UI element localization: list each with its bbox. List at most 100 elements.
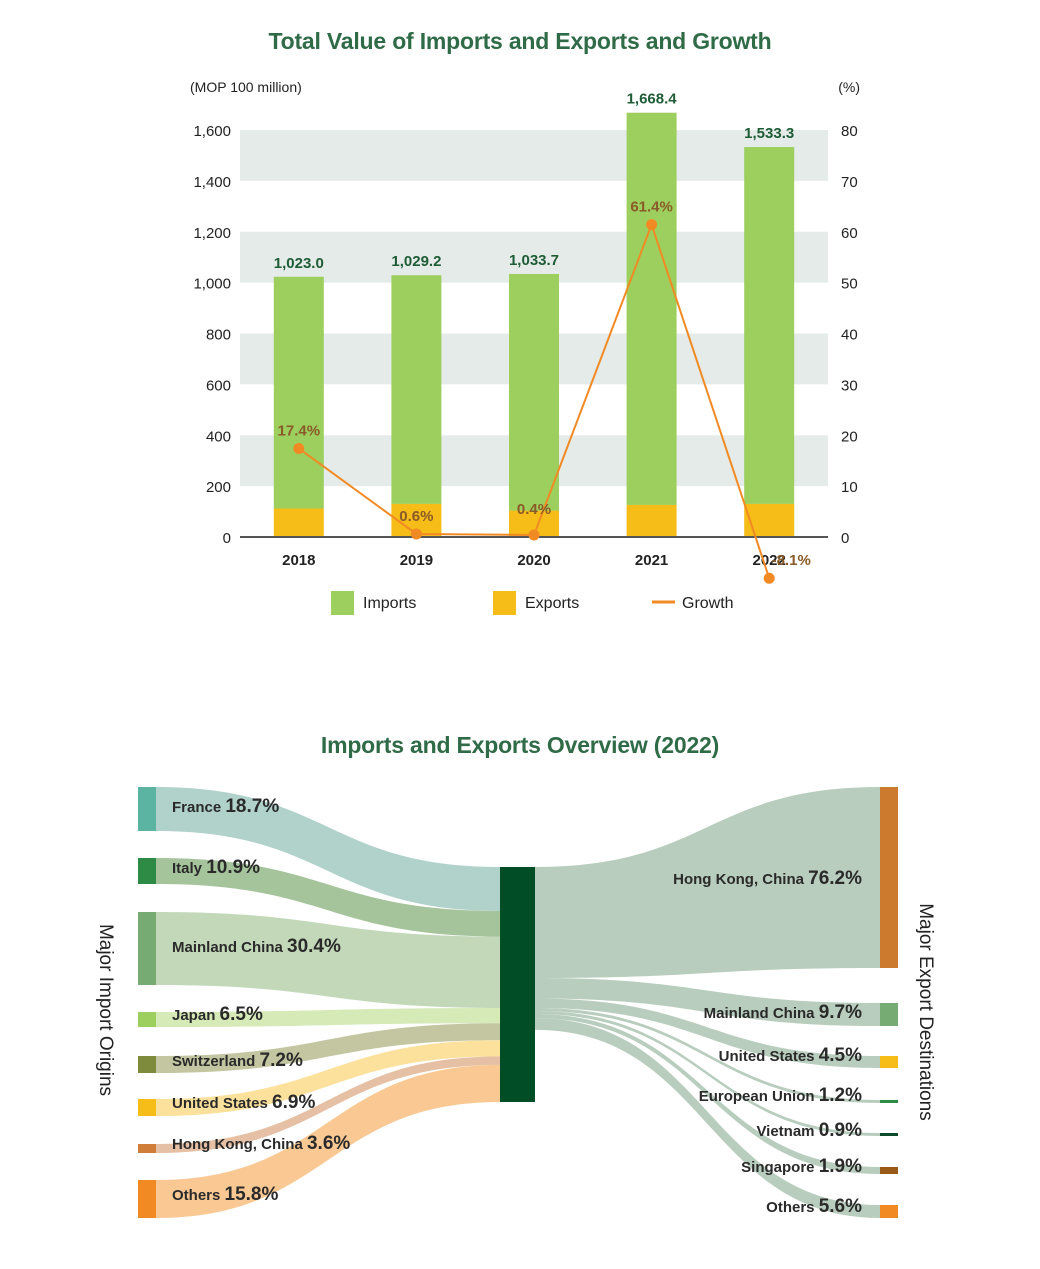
growth-point — [528, 529, 540, 541]
y-tick-left: 200 — [206, 479, 231, 496]
y-tick-right: 50 — [841, 276, 858, 293]
y-tick-right: 20 — [841, 428, 858, 445]
export-label: Singapore 1.9% — [741, 1156, 862, 1177]
legend-swatch-imports — [331, 591, 354, 615]
legend-label-imports: Imports — [363, 595, 416, 612]
center-node — [500, 867, 535, 1102]
growth-point — [763, 572, 775, 584]
export-node — [880, 1133, 898, 1136]
export-node — [880, 1167, 898, 1174]
import-node — [138, 1056, 156, 1073]
growth-point — [410, 528, 422, 540]
bar-imports — [391, 275, 442, 504]
export-flow — [535, 787, 880, 979]
y-tick-right: 80 — [841, 123, 858, 140]
growth-label: 61.4% — [630, 199, 673, 216]
export-label: Hong Kong, China 76.2% — [673, 868, 862, 889]
y-tick-left: 600 — [206, 377, 231, 394]
bar-total-label: 1,033.7 — [509, 252, 559, 269]
import-flow — [156, 1008, 500, 1027]
bar-imports — [626, 112, 677, 505]
import-flow — [156, 912, 500, 1008]
export-node — [880, 1100, 898, 1103]
export-label: United States 4.5% — [719, 1045, 862, 1066]
y-tick-right: 40 — [841, 327, 858, 344]
import-label: Italy 10.9% — [172, 857, 260, 878]
export-destinations-axis-label: Major Export Destinations — [915, 903, 936, 1121]
import-node — [138, 787, 156, 831]
y-tick-right: 60 — [841, 225, 858, 242]
y-tick-right: 70 — [841, 174, 858, 191]
y-tick-right: 30 — [841, 377, 858, 394]
import-flow — [156, 787, 500, 911]
export-flow — [535, 978, 880, 1026]
y-axis-label-right: (%) — [838, 79, 860, 95]
growth-label: -8.1% — [772, 552, 811, 569]
import-label: Others 15.8% — [172, 1184, 278, 1205]
import-label: Mainland China 30.4% — [172, 936, 341, 957]
import-flow — [156, 858, 500, 937]
export-node — [880, 1056, 898, 1068]
export-flow — [535, 998, 880, 1068]
export-flow — [535, 1018, 880, 1218]
export-label: European Union 1.2% — [699, 1085, 862, 1106]
bar-line-chart: 0 200 400 600 800 1,000 1,200 1,400 1,600 0 10 20 30… — [190, 79, 860, 615]
y-tick-left: 0 — [223, 530, 231, 547]
export-label: Mainland China 9.7% — [704, 1002, 862, 1023]
import-node — [138, 858, 156, 884]
legend-label-exports: Exports — [525, 595, 579, 612]
bar-total-label: 1,533.3 — [744, 125, 794, 142]
export-node — [880, 1003, 898, 1026]
growth-point — [293, 442, 305, 454]
legend-label-growth: Growth — [682, 595, 734, 612]
import-label: Switzerland 7.2% — [172, 1050, 303, 1071]
export-node — [880, 787, 898, 968]
bar-total-label: 1,023.0 — [274, 255, 324, 272]
bar-imports — [744, 147, 795, 504]
x-tick-label: 2019 — [400, 552, 433, 569]
bar-total-label: 1,029.2 — [391, 253, 441, 270]
x-tick-label: 2018 — [282, 552, 315, 569]
export-label: Vietnam 0.9% — [756, 1120, 862, 1141]
bar-total-label: 1,668.4 — [627, 91, 678, 108]
legend-swatch-exports — [493, 591, 516, 615]
x-tick-label: 2020 — [517, 552, 550, 569]
export-flow — [535, 1014, 880, 1174]
bar-chart-title: Total Value of Imports and Exports and G… — [268, 28, 772, 54]
bar-imports — [273, 276, 324, 509]
import-node — [138, 1099, 156, 1116]
import-node — [138, 1180, 156, 1218]
import-label: France 18.7% — [172, 796, 279, 817]
import-label: Hong Kong, China 3.6% — [172, 1133, 350, 1154]
grid-band — [240, 130, 828, 181]
y-tick-left: 1,600 — [193, 123, 231, 140]
export-flow — [535, 1008, 880, 1103]
import-node — [138, 1144, 156, 1153]
import-flow — [156, 1064, 500, 1218]
import-flow — [156, 1056, 500, 1153]
y-tick-right: 0 — [841, 530, 849, 547]
import-flow — [156, 1040, 500, 1116]
import-flow — [156, 1023, 500, 1073]
import-origins-axis-label: Major Import Origins — [95, 924, 116, 1096]
export-label: Others 5.6% — [766, 1196, 862, 1217]
sankey-chart-title: Imports and Exports Overview (2022) — [320, 732, 720, 758]
bar-imports — [509, 273, 559, 511]
y-tick-left: 1,200 — [193, 225, 231, 242]
y-tick-left: 1,400 — [193, 174, 231, 191]
growth-label: 17.4% — [278, 422, 321, 439]
growth-point — [646, 219, 658, 231]
import-label: Japan 6.5% — [172, 1004, 263, 1025]
y-tick-left: 400 — [206, 428, 231, 445]
import-label: United States 6.9% — [172, 1092, 315, 1113]
import-node — [138, 912, 156, 985]
bar-exports — [744, 503, 795, 537]
bar-exports — [273, 508, 324, 537]
x-tick-label: 2021 — [635, 552, 668, 569]
growth-label: 0.6% — [399, 508, 433, 525]
y-tick-left: 1,000 — [193, 276, 231, 293]
y-axis-label-left: (MOP 100 million) — [190, 79, 302, 95]
export-flow — [535, 1011, 880, 1136]
sankey-chart: France 18.7% Italy 10.9% Mainland China 30… — [95, 787, 936, 1218]
bar-exports — [626, 504, 677, 537]
